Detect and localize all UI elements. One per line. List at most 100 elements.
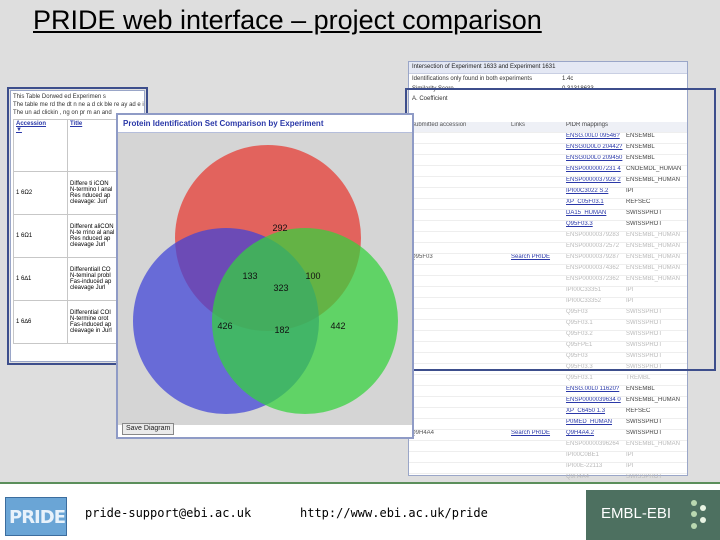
pidr-mapping-link[interactable]: Q95F03.3 bbox=[566, 221, 593, 227]
search-pride-link[interactable]: Search PRIDE bbox=[511, 254, 551, 260]
column-header: Links bbox=[511, 122, 526, 128]
pidr-mapping-link[interactable]: IPI00E-22113 bbox=[566, 463, 603, 469]
pidr-mapping-link[interactable]: Q9H4A4.2 bbox=[566, 430, 595, 436]
table-row: ENSP00000379283 ENSEMBL_HUMAN bbox=[409, 232, 687, 243]
table-row: Q9H4A4 Search PRIDE Q9H4A4.2 SWISSPROT bbox=[409, 430, 687, 441]
meta-label: Identifications only found in both exper… bbox=[412, 76, 533, 82]
table-row: IPI00C3022 S.2 IPI bbox=[409, 188, 687, 199]
table-row: Q95F03.2 SWISSPROT bbox=[409, 331, 687, 342]
pidr-mapping-link[interactable]: Q95F03 bbox=[566, 353, 588, 359]
pidr-mapping-link[interactable]: Q95F03.2 bbox=[566, 331, 593, 337]
mapping-database: ENSEMBL bbox=[626, 386, 655, 392]
meta-row: A. Coefficient bbox=[409, 94, 687, 104]
pidr-mapping-link[interactable]: XP_C6450 1.3 bbox=[566, 408, 606, 414]
table-row: ENSG0D0L0 20442? ENSEMBL bbox=[409, 144, 687, 155]
pidr-mapping-link[interactable]: Q95F03.1 bbox=[566, 375, 593, 381]
right-panel-frame bbox=[405, 88, 716, 371]
table-row: P0MED_HUMAN SWISSPROT bbox=[409, 419, 687, 430]
submitted-accession: Q95F03 bbox=[411, 254, 433, 260]
venn-diagram: 292 133 100 323 426 182 442 bbox=[118, 133, 412, 425]
pidr-mapping-link[interactable]: ENSP0000007231 4 bbox=[566, 166, 621, 172]
venn-count-blue-only: 426 bbox=[217, 321, 232, 331]
pidr-mapping-link[interactable]: ENSP0000039634 0 bbox=[566, 397, 621, 403]
embl-ebi-logo-text: EMBL-EBI bbox=[601, 505, 672, 522]
pidr-mapping-link[interactable]: ENSP00000374362 bbox=[566, 265, 620, 271]
venn-count-all: 323 bbox=[273, 283, 288, 293]
pidr-mapping-link[interactable]: ENSP00000379287 bbox=[566, 254, 620, 260]
submitted-accession bbox=[409, 441, 511, 451]
search-pride-link[interactable]: Search PRIDE bbox=[511, 430, 551, 436]
venn-count-red-only: 292 bbox=[272, 223, 287, 233]
search-pride-link bbox=[511, 375, 566, 385]
pidr-mapping-link[interactable]: ENSP00000379283 bbox=[566, 232, 620, 238]
table-row: Q95FPE1 SWISSPROT bbox=[409, 342, 687, 353]
pidr-mapping-link[interactable]: ENSP00000396264 bbox=[566, 441, 620, 447]
pidr-mapping-link[interactable]: XP_C05F03.1 bbox=[566, 199, 604, 205]
mapping-database: IPI bbox=[626, 452, 634, 458]
table-row: IPI00E-22113 IPI bbox=[409, 463, 687, 474]
venn-panel-title: Protein Identification Set Comparison by… bbox=[118, 115, 412, 133]
mapping-database: IPI bbox=[626, 188, 634, 194]
dna-helix-icon bbox=[691, 500, 706, 529]
submitted-accession bbox=[409, 375, 511, 385]
pidr-mapping-link[interactable]: ENSP00000372362 bbox=[566, 276, 620, 282]
pidr-mapping-link[interactable]: ENSP0000037928 2 bbox=[566, 177, 621, 183]
accession-header[interactable]: Accession ▼ bbox=[13, 119, 68, 172]
pidr-mapping-link[interactable]: Q9H4A4 bbox=[566, 474, 590, 480]
title-line: Fas-induced ap bbox=[70, 322, 112, 328]
embl-ebi-logo: EMBL-EBI bbox=[586, 490, 720, 540]
pidr-mapping-link[interactable]: Q95F03.1 bbox=[566, 320, 593, 326]
mapping-database: SWISSPROT bbox=[626, 474, 663, 480]
table-row: ENSP0000039634 0 ENSEMBL_HUMAN bbox=[409, 397, 687, 408]
mapping-database: SWISSPROT bbox=[626, 342, 663, 348]
submitted-accession bbox=[409, 408, 511, 418]
mapping-database: ENSEMBL_HUMAN bbox=[626, 243, 681, 249]
table-row: XP_C05F03.1 REFSEC bbox=[409, 199, 687, 210]
title-line: Res nduced ap bbox=[70, 193, 111, 199]
pidr-mapping-link[interactable]: IPI00C33352 bbox=[566, 298, 602, 304]
table-row: Q95F03.1 TREMBL bbox=[409, 375, 687, 386]
mapping-database: ENSEMBL_HUMAN bbox=[626, 397, 681, 403]
sort-arrow-icon[interactable]: ▼ bbox=[16, 127, 22, 133]
pidr-mapping-link[interactable]: P0MED_HUMAN bbox=[566, 419, 613, 425]
support-email-link[interactable]: pride-support@ebi.ac.uk bbox=[85, 506, 252, 520]
pidr-mapping-link[interactable]: IPI00C0BE1 bbox=[566, 452, 600, 458]
pidr-mapping-link[interactable]: Q95FPE1 bbox=[566, 342, 593, 348]
pidr-mapping-link[interactable]: Q95F03.3 bbox=[566, 364, 593, 370]
table-row: ENSP00000396264 ENSEMBL_HUMAN bbox=[409, 441, 687, 452]
mapping-database: SWISSPROT bbox=[626, 331, 663, 337]
mapping-database: SWISSPROT bbox=[626, 221, 663, 227]
pidr-mapping-link[interactable]: DA15_HUMAN bbox=[566, 210, 607, 216]
intersection-panel: Intersection of Experiment 1633 and Expe… bbox=[408, 61, 688, 507]
pidr-mapping-link[interactable]: ENSG0D0L0 209450 bbox=[566, 155, 623, 161]
title-line: cleavage in Jurl bbox=[70, 328, 112, 334]
pidr-mapping-link[interactable]: IPI00C33351 bbox=[566, 287, 602, 293]
accession-header-label: Accession bbox=[16, 121, 47, 127]
title-line: Res nduced ap bbox=[70, 236, 111, 242]
pidr-mapping-link[interactable]: Q95F03 bbox=[566, 309, 588, 315]
mapping-database: SWISSPROT bbox=[626, 210, 663, 216]
meta-row: Identifications only found in both exper… bbox=[409, 74, 687, 84]
mapping-database: SWISSPROT bbox=[626, 364, 663, 370]
mapping-database: ENSEMBL bbox=[626, 133, 655, 139]
title-line: N-te rrino al anal bbox=[70, 230, 115, 236]
submitted-accession bbox=[409, 419, 511, 429]
submitted-accession: Q9H4A4 bbox=[411, 430, 435, 436]
mapping-database: REFSEC bbox=[626, 199, 651, 205]
mapping-database: SWISSPROT bbox=[626, 320, 663, 326]
table-row: Q95F03.1 SWISSPROT bbox=[409, 320, 687, 331]
pidr-mapping-link[interactable]: IPI00C3022 S.2 bbox=[566, 188, 609, 194]
pidr-mapping-link[interactable]: ENSG.00L0 11620? bbox=[566, 386, 620, 392]
mapping-table: Submitted accession Links PIDR mappings … bbox=[409, 122, 687, 507]
pidr-mapping-link[interactable]: ENSP00000372572 bbox=[566, 243, 620, 249]
pidr-mapping-link[interactable]: ENSG0D0L0 20442? bbox=[566, 144, 623, 150]
pride-url-link[interactable]: http://www.ebi.ac.uk/pride bbox=[300, 506, 488, 520]
venn-count-red-blue: 133 bbox=[242, 271, 257, 281]
search-pride-link bbox=[511, 397, 566, 407]
table-row[interactable]: 1 6∆6 Differential COI N-termine orot Fa… bbox=[13, 300, 143, 344]
pidr-mapping-link[interactable]: ENSG.00L0 09546? bbox=[566, 133, 620, 139]
table-row: ENSG.00L0 09546? ENSEMBL bbox=[409, 133, 687, 144]
title-line: Fas-induced ap bbox=[70, 279, 112, 285]
search-pride-link bbox=[511, 386, 566, 396]
save-diagram-button[interactable]: Save Diagram bbox=[122, 423, 175, 435]
